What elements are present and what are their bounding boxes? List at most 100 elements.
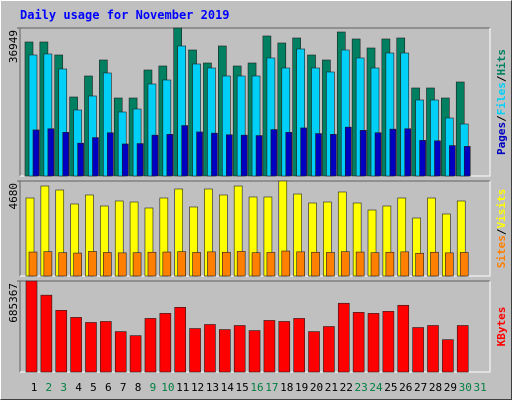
bar [434, 140, 441, 177]
bar [32, 129, 40, 177]
bar [43, 251, 53, 277]
x-tick-label: 20 [310, 381, 323, 394]
bar [85, 322, 97, 373]
bar [300, 127, 307, 177]
bar [70, 317, 82, 373]
bar [174, 306, 186, 373]
bar [442, 339, 454, 373]
bar [355, 251, 365, 277]
bar [255, 135, 263, 177]
bar [77, 142, 84, 177]
bar [226, 134, 233, 177]
x-tick-label: 10 [161, 381, 174, 394]
bar [211, 132, 218, 177]
bar [132, 252, 142, 277]
bar [415, 252, 424, 277]
x-tick-label: 6 [105, 381, 112, 394]
x-tick-label: 25 [384, 381, 397, 394]
x-tick-label: 2 [46, 381, 53, 394]
bar [117, 252, 127, 277]
y-tick-label: 36949 [7, 30, 20, 63]
bar [370, 252, 380, 277]
bar [73, 252, 82, 277]
bar [159, 313, 172, 373]
bar [374, 132, 382, 177]
legend-entry: Sites [495, 235, 508, 268]
x-tick-label: 21 [325, 381, 338, 394]
x-tick-label: 11 [176, 381, 189, 394]
bar [308, 331, 320, 373]
bar [251, 252, 261, 277]
bar [419, 140, 426, 177]
x-tick-label: 14 [221, 381, 235, 394]
legend-separator: / [495, 228, 508, 235]
x-tick-label: 29 [444, 381, 457, 394]
y-tick-label: 4680 [7, 183, 20, 210]
x-tick-label: 1 [31, 381, 38, 394]
bar [207, 251, 216, 277]
bar [430, 251, 439, 277]
x-tick-label: 17 [265, 381, 278, 394]
bar [281, 250, 291, 277]
bar [270, 129, 278, 177]
legend-entry: Files [495, 82, 508, 115]
bar [166, 134, 174, 177]
legend-separator: / [495, 75, 508, 82]
bar [323, 326, 335, 373]
bar [427, 325, 439, 373]
bar [400, 251, 410, 277]
bar [100, 321, 112, 373]
bar [445, 252, 454, 277]
bar [177, 251, 186, 277]
x-tick-label: 8 [135, 381, 142, 394]
bar [389, 128, 397, 177]
x-tick-label: 28 [429, 381, 442, 394]
x-tick-label: 3 [60, 381, 67, 394]
x-tick-label: 19 [295, 381, 308, 394]
bar [367, 313, 380, 373]
bar [293, 318, 305, 373]
bar [88, 251, 97, 277]
legend-separator: / [495, 115, 508, 122]
bar [144, 318, 157, 373]
bar [456, 325, 469, 373]
legend: KBytes [495, 307, 508, 347]
bar [147, 251, 157, 277]
bar [40, 294, 53, 373]
bar [344, 126, 352, 177]
x-tick-label: 27 [414, 381, 427, 394]
x-tick-label: 9 [150, 381, 157, 394]
bar [340, 251, 350, 277]
legend: Pages/Files/Hits [495, 49, 508, 155]
bar [181, 125, 188, 177]
x-tick-label: 16 [250, 381, 263, 394]
bar [107, 132, 114, 177]
bar [28, 251, 38, 277]
legend-entry: Pages [495, 122, 508, 155]
bar [240, 134, 248, 177]
bar [114, 331, 127, 373]
bar [315, 133, 322, 177]
x-tick-label: 12 [191, 381, 204, 394]
bar [397, 304, 410, 373]
legend: Sites/Visits [495, 189, 508, 269]
bar [222, 251, 231, 277]
bar [248, 330, 261, 373]
bar [382, 311, 395, 373]
x-tick-label: 24 [369, 381, 383, 394]
bar [121, 143, 129, 177]
legend-entry: Visits [495, 189, 508, 229]
bar [204, 324, 216, 373]
bar [129, 335, 142, 373]
x-tick-label: 22 [340, 381, 353, 394]
bar [192, 252, 201, 277]
x-tick-label: 4 [75, 381, 82, 394]
bar [311, 251, 320, 277]
bar [47, 128, 55, 177]
x-tick-label: 31 [473, 381, 486, 394]
bar [263, 320, 276, 373]
bar [196, 131, 203, 177]
bar [278, 321, 291, 373]
